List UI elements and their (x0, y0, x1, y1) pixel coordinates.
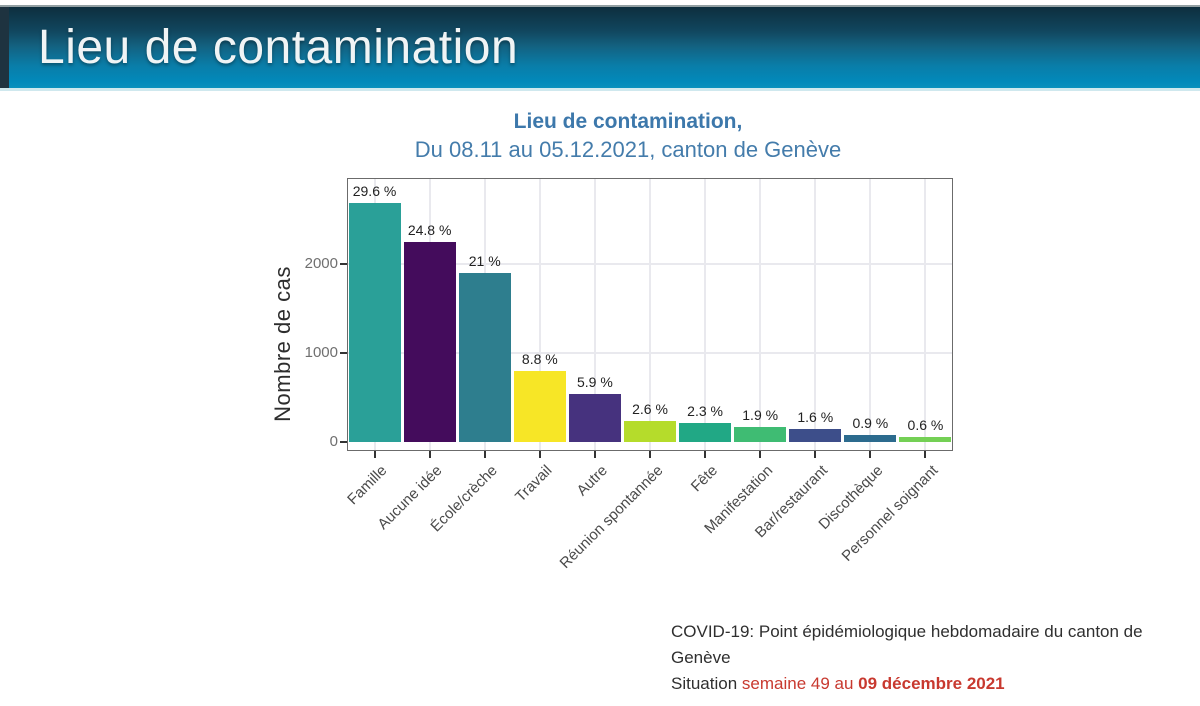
bar-value-label: 21 % (468, 253, 501, 269)
bar-value-label: 29.6 % (352, 183, 397, 199)
x-axis-tick (924, 451, 927, 458)
bar-9 (844, 435, 897, 442)
bar-value-label: 0.6 % (907, 417, 944, 433)
gridline-vertical (538, 178, 541, 451)
source-line2-prefix: Situation (671, 674, 742, 693)
y-axis-tick (340, 263, 347, 265)
gridline-vertical (593, 178, 596, 451)
gridline-vertical (759, 178, 762, 451)
gridline-vertical (814, 178, 817, 451)
bar-value-label: 24.8 % (407, 222, 452, 238)
x-axis-tick (814, 451, 817, 458)
x-axis-tick (649, 451, 651, 458)
x-axis-tick (483, 451, 486, 458)
bar-value-label: 1.6 % (797, 409, 834, 425)
source-note: COVID-19: Point épidémiologique hebdomad… (671, 619, 1200, 697)
y-tick-label: 2000 (304, 255, 338, 272)
slide-title: Lieu de contamination (38, 21, 519, 74)
source-date: 09 décembre 2021 (858, 674, 1005, 693)
y-axis-tick (340, 352, 347, 354)
chart-subtitle: Du 08.11 au 05.12.2021, canton de Genève (414, 137, 842, 162)
x-axis-tick (538, 451, 541, 458)
bar-value-label: 5.9 % (577, 374, 613, 390)
y-tick-label: 0 (329, 433, 338, 450)
x-category-label: Travail (512, 462, 556, 506)
source-week: semaine 49 au (741, 674, 859, 693)
bar-value-label: 2.6 % (632, 401, 668, 417)
gridline-vertical (704, 178, 707, 451)
x-category-label: Personnel soignant (838, 462, 942, 565)
x-axis-tick (704, 451, 707, 458)
y-tick-label: 1000 (304, 344, 338, 361)
x-category-label: Autre (573, 462, 611, 500)
x-category-label: Réunion spontannée (556, 462, 667, 572)
bar-3 (513, 371, 566, 442)
bar-2 (458, 273, 511, 442)
gridline-vertical (869, 178, 872, 451)
x-category-label: Fête (687, 462, 722, 496)
gridline-vertical (649, 178, 651, 451)
bar-6 (679, 423, 732, 442)
bar-value-label: 8.8 % (521, 351, 558, 367)
y-axis-tick (340, 441, 347, 443)
bar-5 (624, 421, 676, 442)
bar-4 (568, 394, 621, 442)
x-axis-tick (869, 451, 872, 458)
banner-left-edge (0, 7, 9, 88)
source-line1: COVID-19: Point épidémiologique hebdomad… (671, 622, 1143, 667)
bar-7 (734, 427, 787, 442)
bar-value-label: 2.3 % (687, 403, 723, 419)
bar-value-label: 1.9 % (742, 407, 779, 423)
source-line2: Situation semaine 49 au 09 décembre 2021 (671, 671, 1200, 697)
bar-8 (789, 429, 842, 442)
chart-title: Lieu de contamination, (513, 110, 743, 133)
x-axis-tick (759, 451, 762, 458)
bar-value-label: 0.9 % (852, 415, 889, 431)
x-category-label: Famille (344, 462, 391, 509)
bar-0 (348, 203, 401, 442)
bar-1 (403, 242, 456, 442)
bar-10 (899, 437, 952, 442)
x-axis-tick (593, 451, 596, 458)
x-axis-tick (373, 451, 376, 458)
gridline-vertical (924, 178, 927, 451)
x-axis-tick (428, 451, 431, 458)
slide-header-banner: Lieu de contamination (0, 5, 1200, 91)
